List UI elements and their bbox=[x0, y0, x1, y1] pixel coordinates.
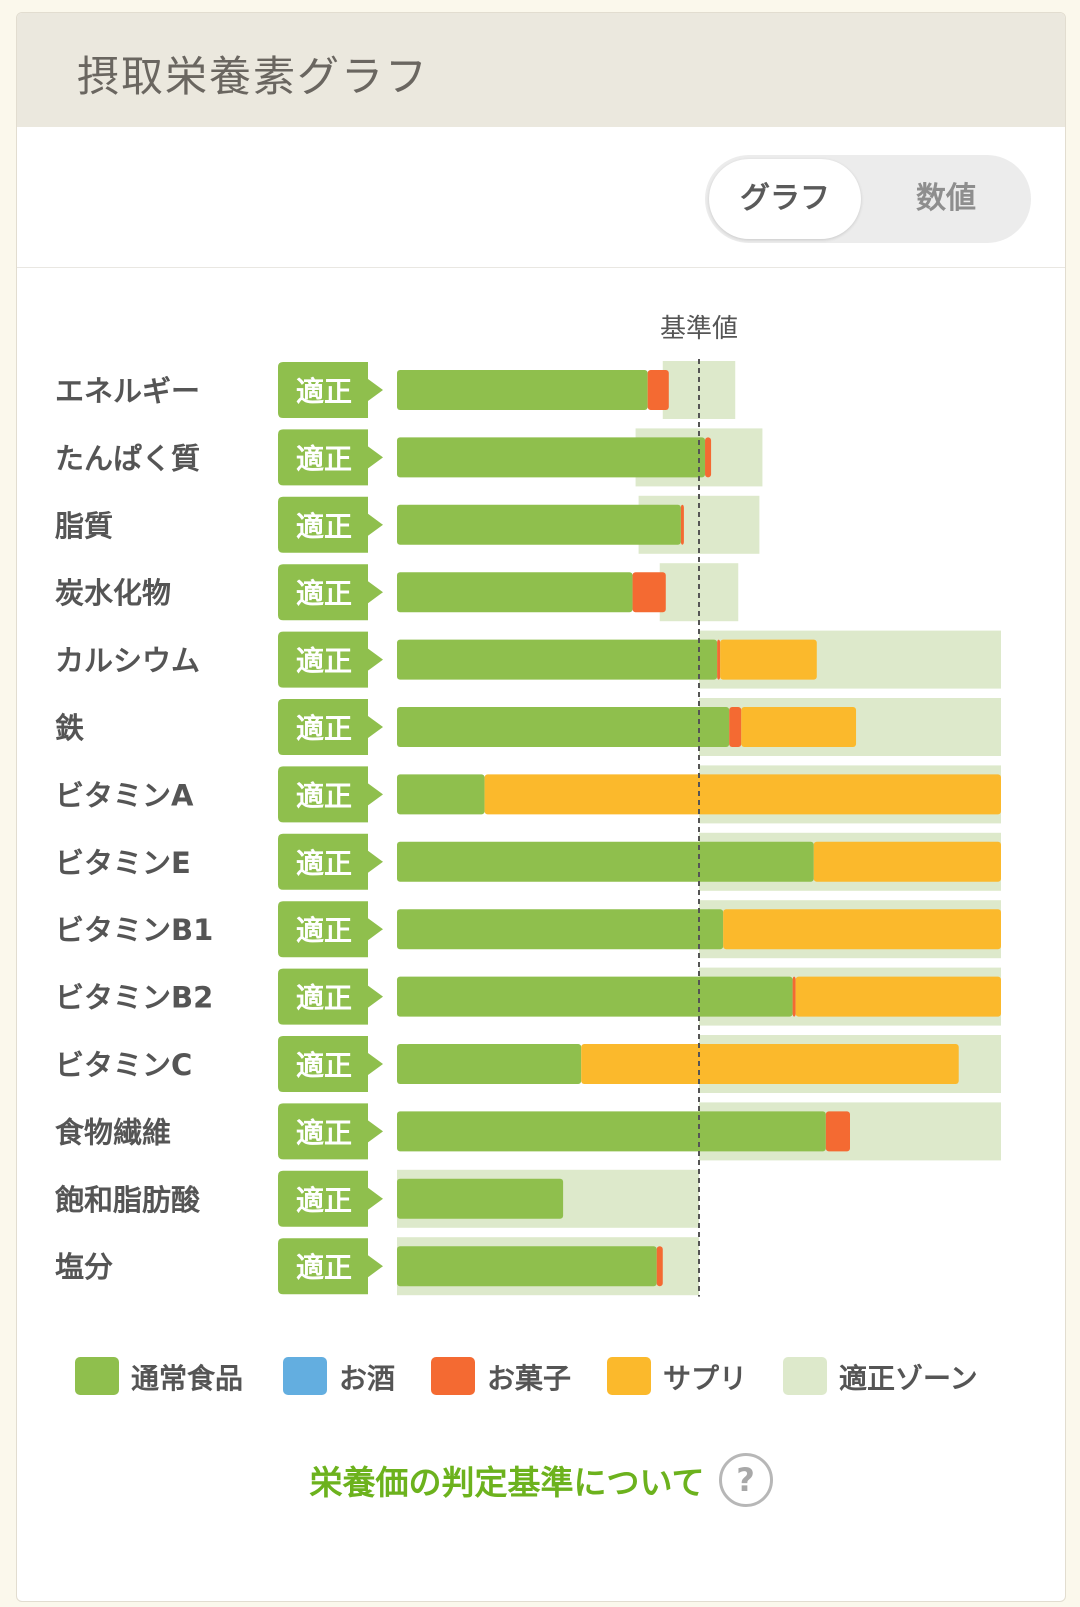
bar-segment bbox=[397, 437, 706, 478]
legend-label: お酒 bbox=[339, 1362, 396, 1395]
bar-segment bbox=[397, 841, 814, 882]
status-badge bbox=[278, 1036, 383, 1092]
category-label: ビタミンC bbox=[55, 1048, 192, 1082]
status-badge bbox=[278, 496, 383, 553]
bar-segment bbox=[397, 639, 718, 680]
card-header: 摂取栄養素グラフ bbox=[17, 13, 1065, 127]
bar-segment bbox=[717, 639, 721, 680]
nutrient-graph-card: 摂取栄養素グラフ グラフ 数値 エネルギー 適正 たんぱく質 適正 脂質 適正 炭水化物 適正… bbox=[16, 12, 1066, 1602]
bar-segment bbox=[397, 774, 485, 815]
bar-segment bbox=[632, 572, 666, 613]
bar-segment bbox=[397, 1246, 657, 1287]
legend-swatch bbox=[431, 1357, 475, 1395]
category-label: 飽和脂肪酸 bbox=[55, 1183, 201, 1217]
status-badge-label: 適正 bbox=[296, 645, 352, 678]
bar-segment bbox=[484, 774, 1002, 815]
status-badge-label: 適正 bbox=[296, 510, 352, 543]
status-badge-label: 適正 bbox=[296, 779, 352, 812]
status-badge bbox=[278, 1103, 383, 1160]
status-badge-label: 適正 bbox=[296, 712, 352, 745]
bar-segment bbox=[397, 976, 793, 1017]
category-label: 炭水化物 bbox=[55, 576, 171, 610]
legend-label: 適正ゾーン bbox=[839, 1362, 978, 1395]
bar-segment bbox=[581, 1044, 959, 1084]
bar-segment bbox=[720, 639, 817, 680]
bar-segment bbox=[792, 976, 796, 1017]
status-badge-label: 適正 bbox=[296, 847, 352, 880]
legend-swatch bbox=[607, 1357, 651, 1395]
bar-segment bbox=[741, 707, 857, 747]
status-badge bbox=[278, 429, 383, 486]
status-badge-label: 適正 bbox=[296, 577, 352, 610]
status-badge-label: 適正 bbox=[296, 1184, 352, 1217]
bar-segment bbox=[705, 437, 712, 478]
category-label: 脂質 bbox=[55, 509, 113, 543]
legend-label: 通常食品 bbox=[131, 1362, 244, 1395]
bar-segment bbox=[680, 504, 684, 545]
criteria-link-text[interactable]: 栄養価の判定基準について bbox=[309, 1463, 705, 1502]
category-label: 塩分 bbox=[55, 1250, 113, 1284]
category-label: エネルギー bbox=[55, 374, 200, 408]
question-circle-icon[interactable]: ? bbox=[718, 1453, 773, 1507]
status-badge bbox=[278, 699, 383, 755]
status-badge bbox=[278, 766, 383, 823]
status-badge bbox=[278, 631, 383, 688]
status-badge-label: 適正 bbox=[296, 442, 352, 475]
status-badge-label: 適正 bbox=[296, 375, 352, 408]
bar-segment bbox=[397, 370, 648, 410]
bar-segment bbox=[397, 909, 724, 950]
bar-segment bbox=[647, 370, 669, 410]
reference-label: 基準値 bbox=[660, 314, 738, 344]
category-label: 食物繊維 bbox=[55, 1115, 171, 1149]
status-badge bbox=[278, 1238, 383, 1295]
category-label: ビタミンB1 bbox=[55, 913, 213, 947]
bar-segment bbox=[723, 909, 1001, 950]
status-badge bbox=[278, 362, 383, 418]
bar-segment bbox=[397, 1178, 564, 1219]
view-toggle-area: グラフ 数値 bbox=[17, 127, 1065, 268]
legend-swatch bbox=[75, 1357, 119, 1395]
status-badge-label: 適正 bbox=[296, 1049, 352, 1082]
legend-swatch bbox=[283, 1357, 327, 1395]
bar-segment bbox=[397, 504, 681, 545]
page-title: 摂取栄養素グラフ bbox=[77, 52, 430, 101]
legend-label: お菓子 bbox=[487, 1362, 572, 1395]
category-label: ビタミンA bbox=[55, 778, 194, 812]
status-badge-label: 適正 bbox=[296, 1251, 352, 1284]
status-badge bbox=[278, 901, 383, 958]
status-badge bbox=[278, 968, 383, 1025]
bar-segment bbox=[813, 841, 1001, 882]
category-label: ビタミンE bbox=[55, 846, 191, 880]
status-badge bbox=[278, 833, 383, 890]
bar-segment bbox=[729, 707, 742, 747]
bar-segment bbox=[397, 1044, 582, 1084]
category-label: たんぱく質 bbox=[55, 441, 200, 475]
status-badge-label: 適正 bbox=[296, 1116, 352, 1149]
bar-segment bbox=[397, 707, 730, 747]
bar-segment bbox=[397, 572, 633, 613]
toggle-graph-button[interactable]: グラフ bbox=[709, 159, 861, 239]
bar-segment bbox=[825, 1111, 850, 1152]
status-badge bbox=[278, 564, 383, 621]
toggle-number-button[interactable]: 数値 bbox=[916, 181, 976, 216]
category-label: ビタミンB2 bbox=[55, 981, 213, 1015]
status-badge-label: 適正 bbox=[296, 914, 352, 947]
category-label: 鉄 bbox=[55, 711, 84, 745]
view-toggle[interactable]: グラフ 数値 bbox=[705, 155, 1031, 243]
legend-label: サプリ bbox=[663, 1362, 748, 1395]
category-label: カルシウム bbox=[55, 644, 200, 678]
criteria-link[interactable]: 栄養価の判定基準について? bbox=[17, 1453, 1065, 1513]
bar-segment bbox=[656, 1246, 663, 1287]
status-badge-label: 適正 bbox=[296, 982, 352, 1015]
legend-swatch bbox=[783, 1357, 827, 1395]
bar-segment bbox=[795, 976, 1001, 1017]
bar-segment bbox=[397, 1111, 826, 1152]
status-badge bbox=[278, 1170, 383, 1227]
